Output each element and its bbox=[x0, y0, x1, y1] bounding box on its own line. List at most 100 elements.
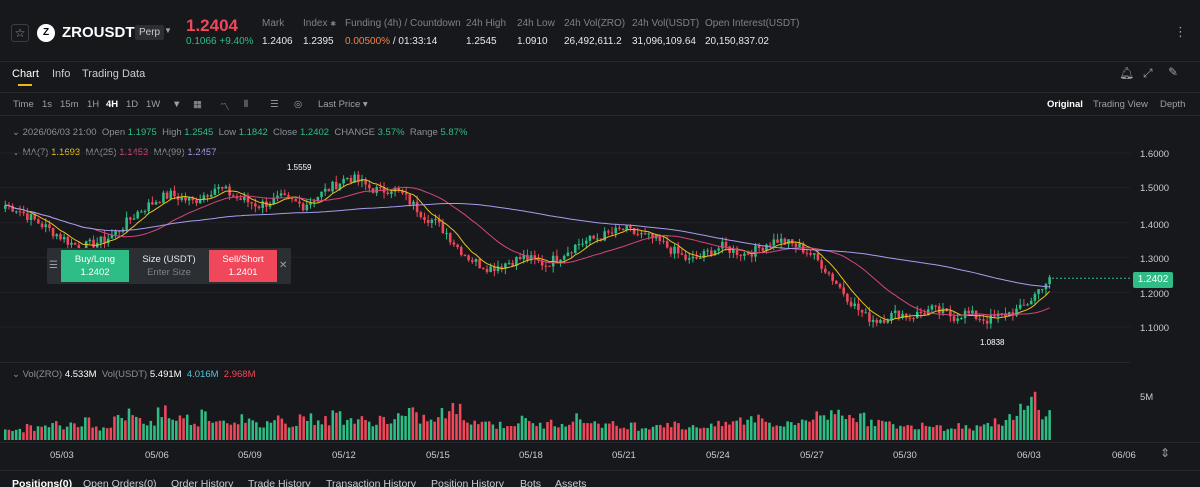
view-trading-view[interactable]: Trading View bbox=[1093, 99, 1148, 110]
volume-bar bbox=[145, 425, 149, 440]
candle-body bbox=[441, 222, 445, 234]
volume-bar bbox=[528, 421, 531, 440]
candle-body bbox=[257, 206, 261, 208]
volume-bar bbox=[298, 414, 302, 440]
tab-chart[interactable]: Chart bbox=[12, 68, 39, 80]
volume-bar bbox=[709, 423, 713, 440]
candle-body bbox=[467, 255, 470, 261]
interval-dropdown-chevron-down-icon[interactable]: ▼ bbox=[172, 99, 182, 110]
collapse-chevron-icon[interactable]: ⌄ bbox=[12, 127, 20, 138]
volume-bar bbox=[648, 429, 651, 440]
buy-long-button[interactable]: Buy/Long 1.2402 bbox=[61, 250, 129, 282]
alert-bell-icon[interactable]: 🔔︎ bbox=[1119, 66, 1135, 80]
volume-bar bbox=[786, 421, 789, 440]
drawing-tools-icon[interactable]: ✎ bbox=[1168, 65, 1179, 79]
tab-open-orders[interactable]: Open Orders(0) bbox=[83, 478, 157, 487]
more-menu-icon[interactable]: ⋮ bbox=[1174, 24, 1187, 39]
candle-body bbox=[555, 255, 559, 262]
candle-body bbox=[103, 236, 106, 244]
volume-bar bbox=[877, 419, 880, 440]
drag-handle-icon[interactable]: ☰ bbox=[49, 260, 58, 271]
tab-positions[interactable]: Positions(0) bbox=[12, 478, 73, 487]
price-type-select[interactable]: Last Price ▾ bbox=[318, 99, 368, 110]
volume-bar bbox=[211, 422, 214, 440]
volume-bar bbox=[669, 427, 673, 440]
candle-body bbox=[496, 266, 500, 271]
candle-body bbox=[70, 242, 73, 245]
candle-body bbox=[923, 313, 926, 315]
view-original[interactable]: Original bbox=[1047, 99, 1083, 110]
axis-scale-icon[interactable]: ⇕ bbox=[1160, 446, 1171, 460]
crosshair-icon[interactable]: ◎ bbox=[294, 99, 303, 110]
candle-body bbox=[73, 242, 77, 245]
candle-body bbox=[419, 212, 423, 217]
view-depth[interactable]: Depth bbox=[1160, 99, 1186, 110]
candle-body bbox=[875, 319, 879, 323]
candle-body bbox=[29, 214, 33, 221]
candle-body bbox=[345, 177, 349, 179]
interval-1d[interactable]: 1D bbox=[126, 99, 139, 110]
candle-body bbox=[584, 240, 588, 244]
candle-body bbox=[1004, 313, 1007, 317]
interval-15m[interactable]: 15m bbox=[60, 99, 79, 110]
index-label[interactable]: Index ✱ bbox=[303, 18, 337, 29]
mark-label: Mark bbox=[262, 18, 285, 29]
volume-bar bbox=[597, 423, 600, 440]
interval-4h[interactable]: 4H bbox=[106, 99, 119, 110]
candle-type-icon[interactable]: ⫴ bbox=[244, 99, 248, 110]
candle-body bbox=[901, 313, 904, 318]
candle-body bbox=[268, 204, 272, 207]
tab-assets[interactable]: Assets bbox=[555, 478, 587, 487]
symbol-name[interactable]: ZROUSDT bbox=[62, 24, 135, 41]
favorite-star-icon[interactable]: ☆ bbox=[11, 24, 29, 42]
sell-short-button[interactable]: Sell/Short 1.2401 bbox=[209, 250, 277, 282]
collapse-chevron-icon[interactable]: ⌄ bbox=[12, 369, 20, 380]
tab-transaction-history[interactable]: Transaction History bbox=[326, 478, 417, 487]
symbol-dropdown-chevron-down-icon[interactable]: ▼ bbox=[164, 26, 172, 35]
volume-bar bbox=[14, 429, 18, 440]
volume-bar bbox=[327, 425, 331, 440]
volume-bar bbox=[178, 415, 182, 440]
indicator-icon[interactable]: 〽 bbox=[220, 102, 230, 113]
ma7-line bbox=[5, 179, 1050, 321]
candle-body bbox=[404, 193, 408, 195]
date-tick: 06/03 bbox=[1017, 450, 1041, 461]
open-interest-label: Open Interest(USDT) bbox=[705, 18, 800, 29]
candle-body bbox=[423, 216, 426, 221]
calendar-icon[interactable]: ▦ bbox=[193, 99, 202, 110]
volume-bar bbox=[342, 424, 345, 440]
volume-bar bbox=[702, 427, 706, 440]
volume-bar bbox=[931, 427, 935, 440]
tab-trading-data[interactable]: Trading Data bbox=[82, 68, 146, 80]
candle-body bbox=[812, 253, 816, 255]
interval-1s[interactable]: 1s bbox=[42, 99, 53, 110]
volume-bar bbox=[22, 432, 25, 440]
ma99-line bbox=[5, 203, 1050, 288]
candle-body bbox=[33, 214, 36, 220]
candle-body bbox=[298, 201, 301, 204]
settings-sliders-icon[interactable]: ☰ bbox=[270, 99, 279, 110]
candle-body bbox=[783, 238, 787, 245]
volume-bar bbox=[811, 419, 815, 440]
interval-1w[interactable]: 1W bbox=[146, 99, 161, 110]
candle-body bbox=[592, 235, 595, 239]
tab-order-history[interactable]: Order History bbox=[171, 478, 234, 487]
tab-info[interactable]: Info bbox=[52, 68, 71, 80]
close-icon[interactable]: ✕ bbox=[279, 260, 288, 271]
tab-position-history[interactable]: Position History bbox=[431, 478, 504, 487]
volume-bar bbox=[902, 426, 906, 440]
volume-bar bbox=[62, 429, 65, 440]
tab-bots[interactable]: Bots bbox=[520, 478, 542, 487]
candle-body bbox=[191, 197, 195, 201]
expand-icon[interactable]: ⤢ bbox=[1143, 66, 1153, 80]
tab-trade-history[interactable]: Trade History bbox=[248, 478, 311, 487]
volume-bar bbox=[549, 419, 553, 440]
date-tick: 05/15 bbox=[426, 450, 450, 461]
candle-body bbox=[857, 303, 860, 311]
size-input[interactable]: Size (USDT) Enter Size bbox=[142, 254, 196, 278]
volume-bar bbox=[349, 418, 353, 440]
volume-bar bbox=[655, 425, 658, 440]
interval-time[interactable]: Time bbox=[13, 99, 34, 110]
interval-1h[interactable]: 1H bbox=[87, 99, 100, 110]
candle-body bbox=[629, 225, 632, 228]
